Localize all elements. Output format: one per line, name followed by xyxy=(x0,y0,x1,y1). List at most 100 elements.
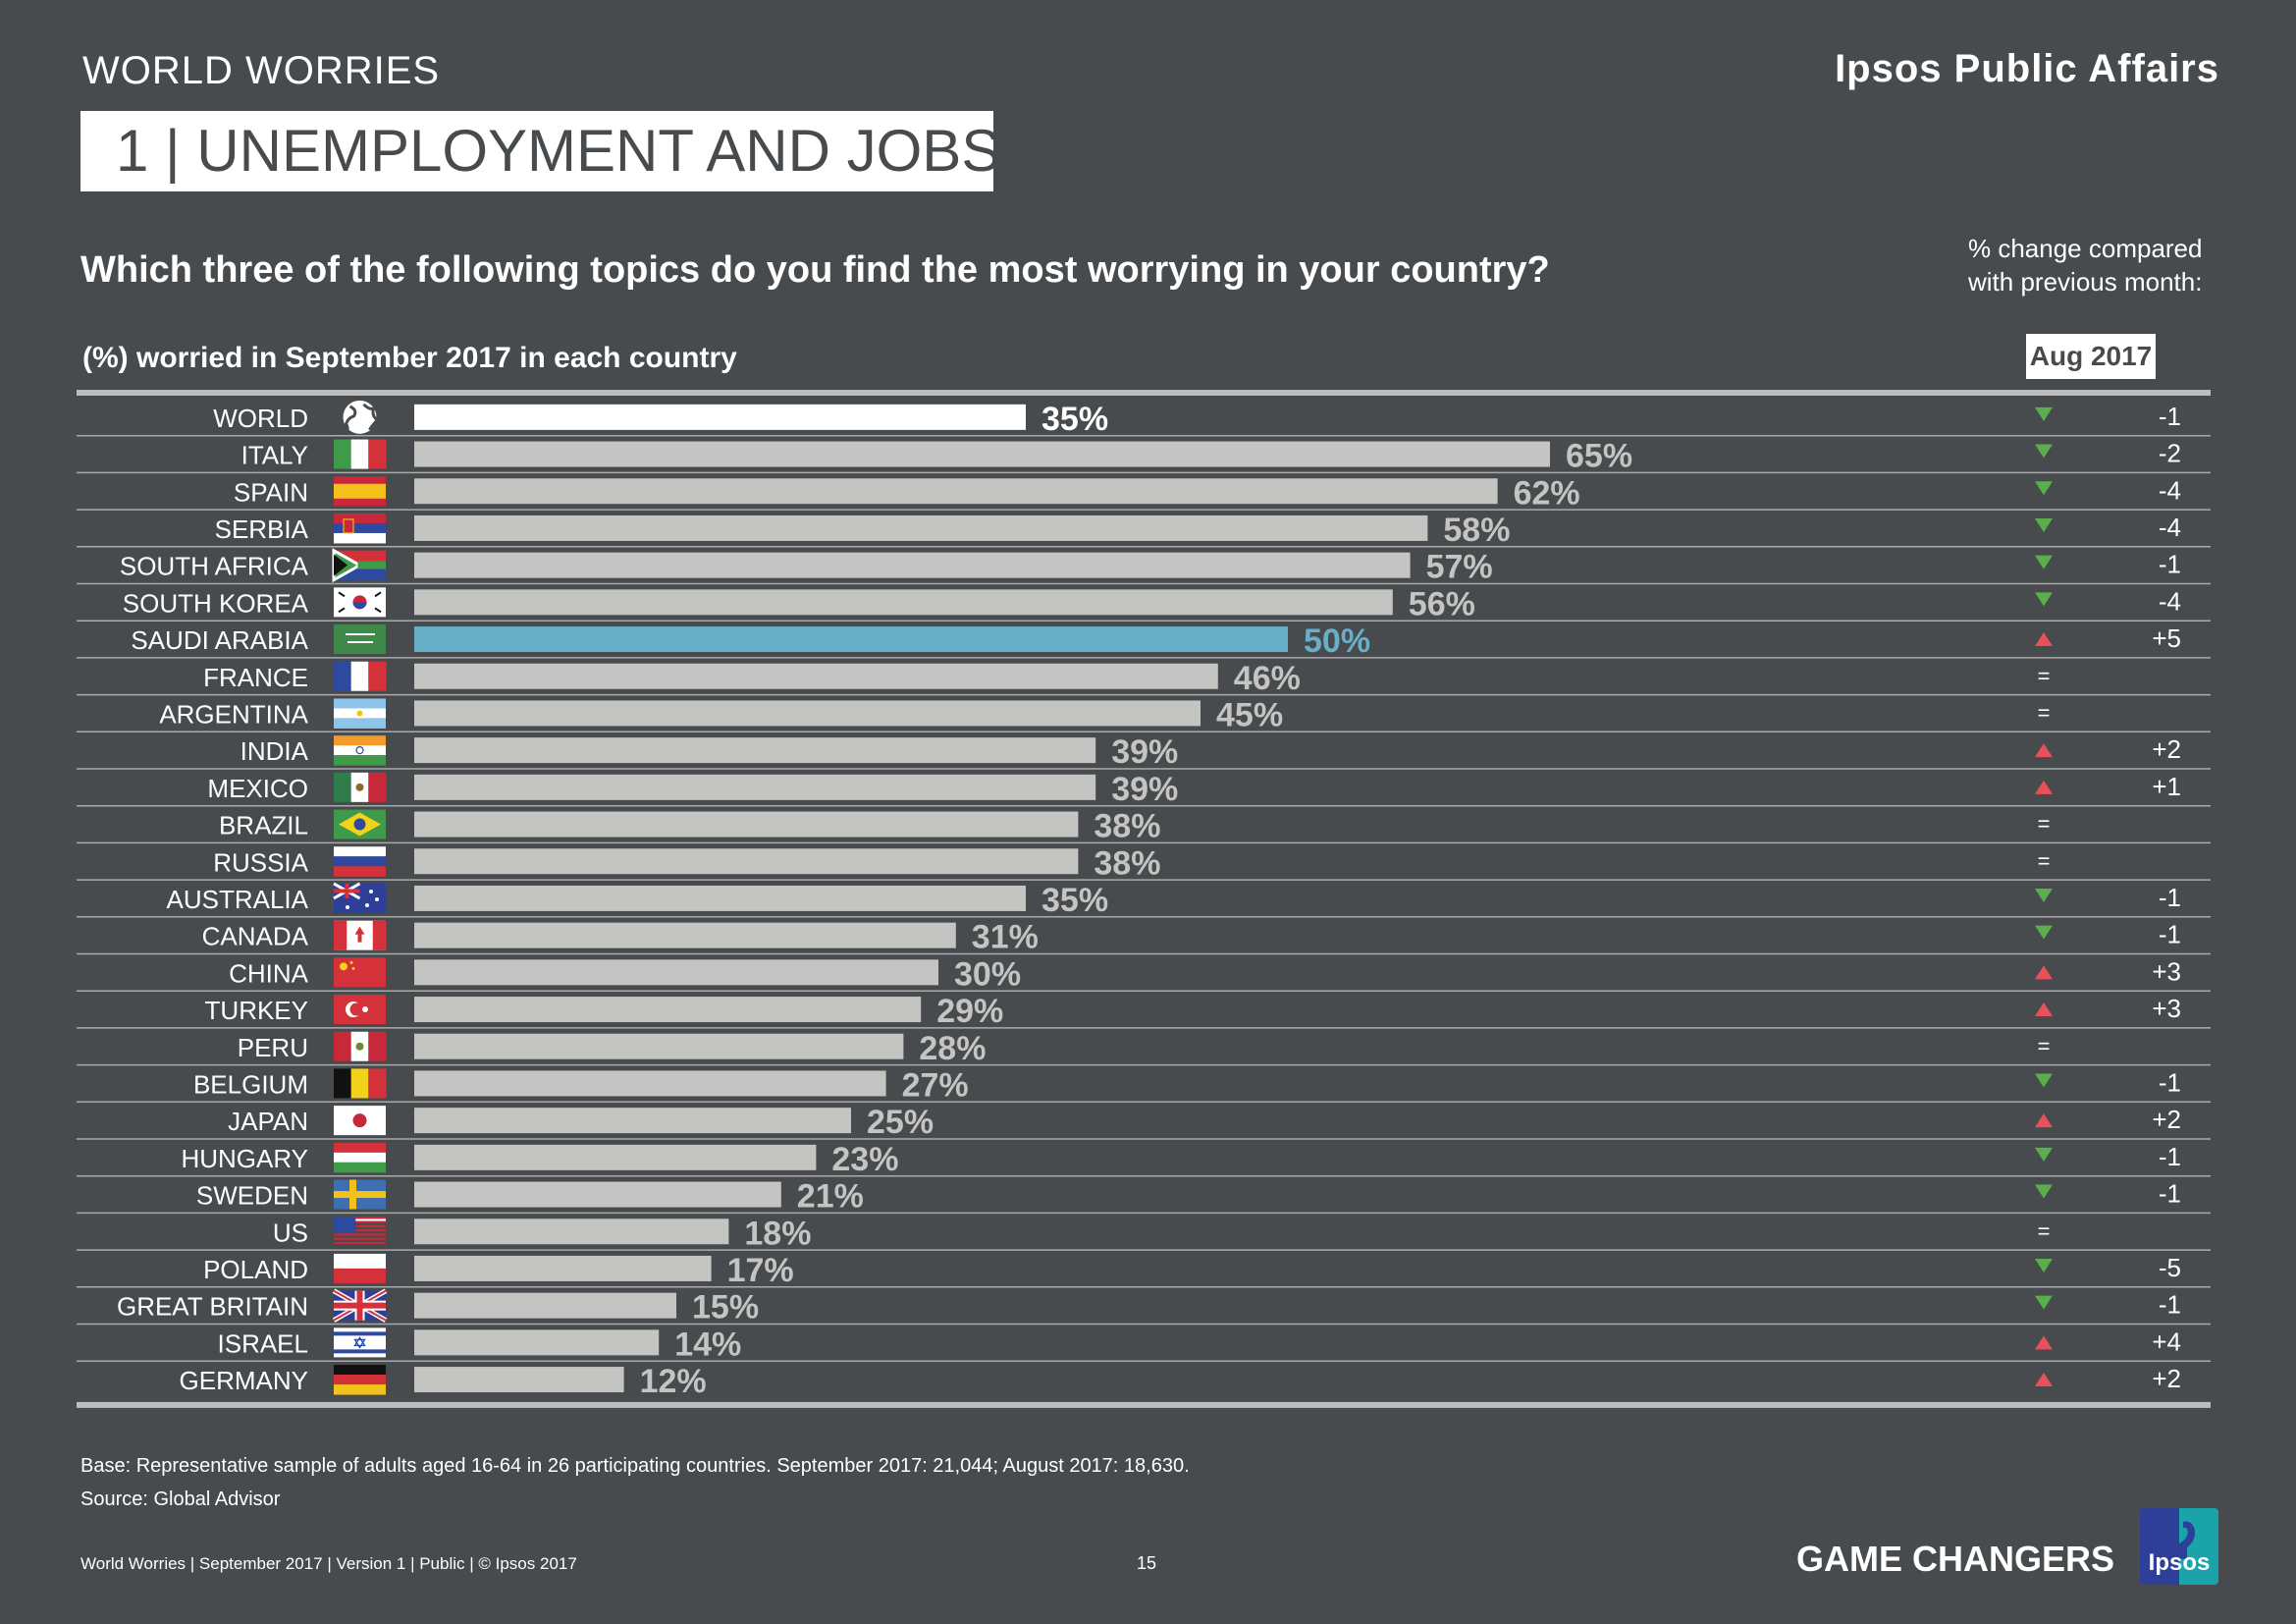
down-arrow-icon xyxy=(2035,925,2053,940)
value-label: 25% xyxy=(867,1104,934,1141)
chart-row: GREAT BRITAIN 15% -1 xyxy=(77,1288,2211,1326)
canada-flag-icon xyxy=(334,920,387,950)
value-label: 23% xyxy=(831,1141,898,1178)
chart-row: BRAZIL 38% = xyxy=(77,808,2211,845)
down-arrow-icon xyxy=(2035,444,2053,459)
category-label: CANADA xyxy=(202,922,309,951)
serbia-flag-icon xyxy=(334,513,386,544)
section-label: WORLD WORRIES xyxy=(82,49,441,92)
chart-row: ARGENTINA 45% = xyxy=(77,696,2211,733)
change-note-line-2: with previous month: xyxy=(1968,267,2203,297)
chart-row: POLAND 17% -5 xyxy=(77,1252,2211,1289)
value-label: 56% xyxy=(1409,585,1475,623)
category-label: GERMANY xyxy=(180,1366,308,1395)
chart-bottom-rule xyxy=(77,1401,2211,1408)
category-label: FRANCE xyxy=(203,663,308,692)
category-label: BELGIUM xyxy=(193,1069,308,1099)
argentina-flag-icon xyxy=(334,698,386,729)
down-arrow-icon xyxy=(2035,1184,2053,1199)
up-arrow-icon xyxy=(2035,632,2053,647)
chart-row: RUSSIA 38% = xyxy=(77,844,2211,882)
bar xyxy=(414,848,1079,875)
bar xyxy=(414,1367,624,1393)
poland-flag-icon xyxy=(334,1253,386,1283)
change-value: -1 xyxy=(2159,402,2181,431)
bar xyxy=(414,404,1026,430)
bar xyxy=(414,1070,886,1097)
value-label: 57% xyxy=(1426,549,1493,586)
value-label: 17% xyxy=(727,1252,794,1289)
italy-flag-icon xyxy=(334,439,387,469)
bar xyxy=(414,885,1026,911)
belgium-flag-icon xyxy=(334,1068,387,1099)
bar xyxy=(414,959,938,986)
value-label: 18% xyxy=(744,1215,811,1252)
logo-text: Ipsos xyxy=(2148,1549,2211,1576)
globe-flag-icon xyxy=(343,400,380,436)
chart-row: INDIA 39% +2 xyxy=(77,733,2211,771)
russia-flag-icon xyxy=(334,846,386,877)
bar-chart: WORLD 35% -1 ITALY 65% -2 SPAIN 62% -4 SERBIA 58% -… xyxy=(77,390,2211,1408)
change-value: +1 xyxy=(2152,772,2181,801)
value-label: 15% xyxy=(692,1289,759,1326)
value-label: 38% xyxy=(1094,808,1160,845)
brand-name: Ipsos Public Affairs xyxy=(1835,47,2219,90)
chart-row: GERMANY 12% +2 xyxy=(180,1363,2181,1400)
tagline: GAME CHANGERS xyxy=(1796,1539,2115,1579)
chart-row: JAPAN 25% +2 xyxy=(77,1104,2211,1141)
chart-row: SPAIN 62% -4 xyxy=(77,474,2211,512)
category-label: BRAZIL xyxy=(219,811,308,840)
value-label: 46% xyxy=(1234,660,1301,697)
chart-row: ISRAEL 14% +4 xyxy=(77,1326,2211,1363)
change-value: -1 xyxy=(2159,1067,2181,1097)
value-label: 35% xyxy=(1041,882,1108,919)
chart-row: AUSTRALIA 35% -1 xyxy=(77,882,2211,919)
value-label: 28% xyxy=(919,1030,986,1067)
germany-flag-icon xyxy=(334,1365,386,1395)
down-arrow-icon xyxy=(2035,1147,2053,1162)
up-arrow-icon xyxy=(2035,1373,2053,1387)
value-label: 21% xyxy=(797,1178,864,1216)
value-label: 62% xyxy=(1514,474,1580,512)
japan-flag-icon xyxy=(334,1106,386,1136)
no-change-mark: = xyxy=(2038,848,2051,873)
category-label: CHINA xyxy=(229,958,309,988)
us-flag-icon xyxy=(334,1217,386,1245)
category-label: ARGENTINA xyxy=(159,699,308,729)
change-value: -1 xyxy=(2159,920,2181,949)
page-title: 1 | UNEMPLOYMENT AND JOBS xyxy=(80,111,993,191)
down-arrow-icon xyxy=(2035,1295,2053,1310)
down-arrow-icon xyxy=(2035,481,2053,496)
chart-row: SAUDI ARABIA 50% +5 xyxy=(77,623,2211,660)
ipsos-logo: Ipsos xyxy=(2140,1508,2218,1585)
bar xyxy=(414,441,1550,467)
change-note: % change compared with previous month: xyxy=(1968,232,2204,298)
bar xyxy=(414,478,1498,505)
down-arrow-icon xyxy=(2035,517,2053,532)
chart-row: PERU 28% = xyxy=(77,1030,2211,1067)
page-number: 15 xyxy=(1137,1553,1157,1573)
bar xyxy=(414,1218,729,1245)
change-value: -1 xyxy=(2159,1142,2181,1171)
change-value: -4 xyxy=(2159,475,2181,505)
chart-row: FRANCE 46% = xyxy=(77,660,2211,697)
up-arrow-icon xyxy=(2035,780,2053,794)
bar xyxy=(414,1329,660,1356)
no-change-mark: = xyxy=(2038,812,2051,837)
category-label: SOUTH AFRICA xyxy=(120,552,309,581)
change-value: +3 xyxy=(2152,994,2181,1023)
category-label: JAPAN xyxy=(228,1107,308,1136)
change-value: +4 xyxy=(2152,1326,2181,1356)
peru-flag-icon xyxy=(334,1031,387,1061)
footer-text: World Worries | September 2017 | Version… xyxy=(80,1554,577,1573)
chart-row: SERBIA 58% -4 xyxy=(77,512,2211,549)
up-arrow-icon xyxy=(2035,1335,2053,1350)
change-value: -5 xyxy=(2159,1253,2181,1282)
value-label: 38% xyxy=(1094,844,1160,882)
no-change-mark: = xyxy=(2038,664,2051,688)
france-flag-icon xyxy=(334,661,387,691)
chart-row: CANADA 31% -1 xyxy=(77,919,2211,956)
change-value: -1 xyxy=(2159,1290,2181,1320)
category-label: MEXICO xyxy=(207,774,308,803)
change-value: -2 xyxy=(2159,439,2181,468)
